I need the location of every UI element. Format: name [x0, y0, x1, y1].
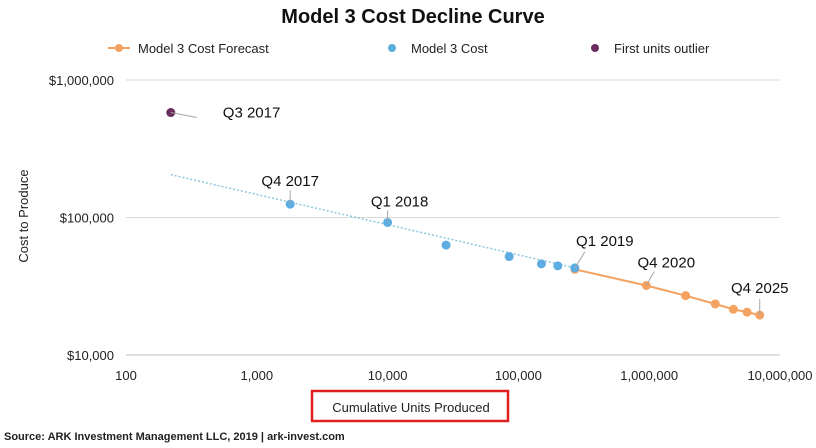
- x-tick-label: 10,000: [368, 368, 408, 383]
- x-axis-title: Cumulative Units Produced: [332, 400, 490, 415]
- x-tick-label: 100: [115, 368, 137, 383]
- legend-item: Model 3 Cost: [388, 41, 488, 56]
- y-tick-label: $1,000,000: [49, 73, 114, 88]
- annotation-leader: [645, 271, 655, 286]
- legend-swatch-marker: [115, 44, 123, 52]
- trendline: [170, 173, 575, 269]
- annotation-label: Q1 2018: [371, 193, 429, 210]
- data-point: [710, 299, 720, 309]
- legend-item: First units outlier: [591, 41, 710, 56]
- y-tick-label: $10,000: [67, 348, 114, 363]
- annotation-leader: [574, 251, 586, 269]
- legend-swatch-marker: [388, 44, 396, 52]
- annotation-label: Q3 2017: [223, 105, 281, 122]
- x-tick-label: 10,000,000: [747, 368, 812, 383]
- data-point: [553, 261, 563, 271]
- data-point: [728, 304, 738, 314]
- data-point: [742, 307, 752, 317]
- annotation-label: Q4 2017: [261, 173, 319, 190]
- x-tick-label: 100,000: [495, 368, 542, 383]
- source-note: Source: ARK Investment Management LLC, 2…: [4, 431, 345, 443]
- annotation-label: Q1 2019: [576, 233, 634, 250]
- annotation-label: Q4 2025: [731, 280, 789, 297]
- y-axis-title: Cost to Produce: [16, 169, 31, 262]
- legend-swatch-marker: [591, 44, 599, 52]
- legend-label: Model 3 Cost: [411, 41, 488, 56]
- data-point: [441, 240, 451, 250]
- x-tick-label: 1,000,000: [620, 368, 678, 383]
- y-tick-label: $100,000: [60, 211, 114, 226]
- legend-label: Model 3 Cost Forecast: [138, 41, 269, 56]
- legend: Model 3 Cost Forecast Model 3 Cost First u…: [108, 41, 710, 56]
- legend-label: First units outlier: [614, 41, 710, 56]
- annotation-leader: [170, 112, 197, 119]
- x-tick-labels: 100 1,000 10,000 100,000 1,000,000 10,000,000: [115, 368, 812, 383]
- y-tick-labels: $10,000 $100,000 $1,000,000: [49, 73, 114, 363]
- data-point: [681, 291, 691, 301]
- chart-title: Model 3 Cost Decline Curve: [281, 6, 544, 28]
- data-point: [504, 252, 514, 262]
- x-axis-title-highlight: [310, 389, 510, 423]
- legend-item: Model 3 Cost Forecast: [108, 41, 269, 56]
- plot-area: [166, 108, 765, 320]
- data-point: [536, 259, 546, 269]
- annotation-label: Q4 2020: [638, 255, 696, 272]
- x-tick-label: 1,000: [241, 368, 274, 383]
